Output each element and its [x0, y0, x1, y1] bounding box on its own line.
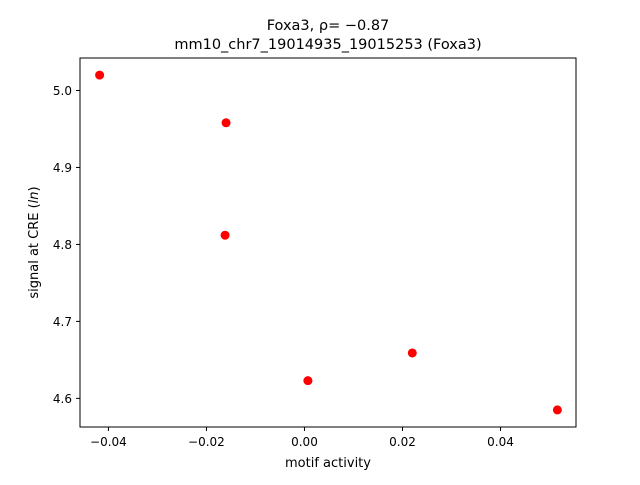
x-tick-label-5: 0.04 — [487, 435, 514, 449]
x-axis-ticks: −0.04 −0.02 0.00 0.02 0.04 — [90, 427, 514, 449]
x-axis-label: motif activity — [285, 456, 371, 471]
data-point-6 — [552, 405, 562, 415]
chart-title-line2: mm10_chr7_19014935_19015253 (Foxa3) — [174, 37, 481, 53]
y-tick-label-3: 4.8 — [53, 238, 72, 252]
data-point-4 — [303, 376, 313, 386]
y-axis-label: signal at CRE (ln) — [27, 186, 42, 298]
x-tick-label-4: 0.02 — [389, 435, 416, 449]
x-tick-label-1: −0.04 — [90, 435, 127, 449]
x-tick-label-3: 0.00 — [291, 435, 318, 449]
y-tick-label-4: 4.9 — [53, 161, 72, 175]
y-tick-label-5: 5.0 — [53, 84, 72, 98]
data-point-1 — [95, 70, 105, 80]
chart-title-line1: Foxa3, ρ= −0.87 — [267, 18, 390, 34]
data-point-3 — [220, 230, 230, 240]
points-layer — [95, 70, 562, 415]
data-point-5 — [407, 348, 417, 358]
y-axis-ticks: 4.6 4.7 4.8 4.9 5.0 — [53, 84, 80, 406]
y-tick-label-1: 4.6 — [53, 392, 72, 406]
x-tick-label-2: −0.02 — [188, 435, 225, 449]
y-tick-label-2: 4.7 — [53, 315, 72, 329]
plot-frame — [79, 57, 577, 428]
data-point-2 — [221, 118, 231, 128]
